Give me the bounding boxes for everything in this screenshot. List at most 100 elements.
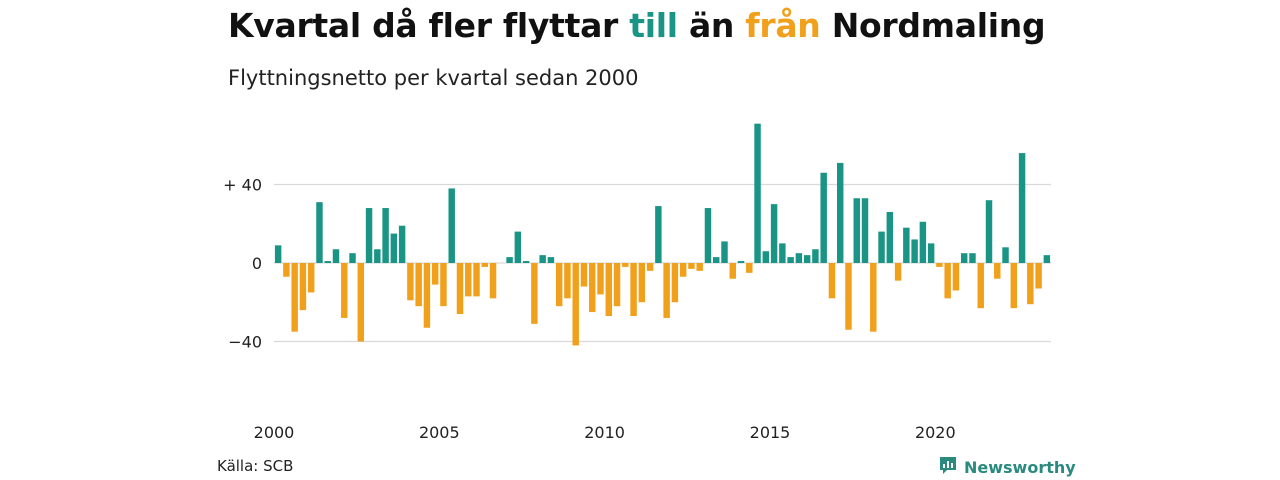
bar [770, 204, 778, 264]
bar [514, 231, 522, 263]
bar [407, 263, 414, 301]
bar [324, 261, 331, 263]
brand-name: Newsworthy [964, 457, 1076, 477]
bar [927, 243, 935, 264]
bar [911, 239, 918, 263]
bar [828, 263, 836, 299]
y-tick-label: + 40 [223, 176, 262, 195]
bar [522, 261, 530, 263]
bar [638, 263, 646, 303]
bar [803, 255, 811, 263]
bar [448, 188, 455, 264]
bar [357, 263, 365, 342]
x-tick-label: 2005 [419, 423, 460, 442]
x-tick-label: 2020 [915, 423, 956, 442]
chart-title: Kvartal då fler flyttar till än från Nor… [228, 6, 1046, 45]
bar [960, 253, 968, 263]
bar [1027, 263, 1034, 305]
bar [721, 241, 728, 263]
bar [622, 263, 629, 267]
bar [564, 263, 571, 299]
bar [555, 263, 563, 307]
bar [762, 251, 770, 263]
bar [903, 227, 910, 263]
bar [861, 198, 869, 263]
bar [1002, 247, 1009, 263]
bar [456, 263, 464, 315]
chart-subtitle: Flyttningsnetto per kvartal sedan 2000 [228, 66, 639, 90]
bar [349, 253, 356, 263]
bar [820, 172, 827, 263]
bar [688, 263, 695, 269]
x-tick-label: 2015 [750, 423, 791, 442]
bar [589, 263, 596, 313]
bar [423, 263, 431, 328]
bar [746, 263, 753, 273]
bar [836, 162, 844, 263]
bars [274, 123, 1051, 346]
bar [1018, 153, 1026, 263]
bar [630, 263, 637, 316]
x-axis-ticks: 2000 2005 2010 2015 2020 [254, 423, 956, 442]
bar [870, 263, 877, 332]
bar [473, 263, 480, 297]
bar [341, 263, 348, 318]
bar [729, 263, 736, 279]
bar [398, 225, 406, 263]
bar [679, 263, 687, 277]
bar [994, 263, 1001, 279]
title-highlight-to: till [629, 6, 678, 45]
bar [283, 263, 290, 277]
y-axis-ticks: + 40 0 −40 [223, 176, 262, 352]
title-highlight-from: från [745, 6, 821, 45]
bar [878, 231, 885, 263]
bar [663, 263, 670, 318]
bar [572, 263, 579, 346]
bar [316, 202, 323, 263]
bar [646, 263, 654, 271]
bar [1035, 263, 1042, 289]
bar [754, 123, 761, 263]
bar [291, 263, 298, 332]
bar [506, 257, 513, 263]
bar [431, 263, 439, 285]
bar [704, 208, 712, 263]
bar [332, 249, 340, 263]
brand-logo: Newsworthy [938, 455, 1076, 479]
bar [580, 263, 588, 287]
y-tick-label: 0 [252, 254, 262, 273]
bar [779, 243, 786, 264]
bar [969, 253, 976, 263]
bar [853, 198, 860, 263]
bar [465, 263, 472, 297]
bar [605, 263, 612, 316]
bar [944, 263, 951, 299]
bar [655, 206, 662, 263]
bar [489, 263, 497, 299]
bar [547, 257, 555, 263]
bar [597, 263, 604, 295]
title-part-2: än [677, 6, 746, 45]
bar [894, 263, 902, 281]
bar [415, 263, 422, 307]
bar [977, 263, 984, 309]
bar [390, 233, 398, 263]
bar [299, 263, 307, 311]
bar [440, 263, 447, 307]
title-part-1: Kvartal då fler flyttar [228, 6, 630, 45]
bar [481, 263, 489, 267]
title-part-3: Nordmaling [820, 6, 1046, 45]
gridlines [274, 183, 1051, 343]
x-tick-label: 2010 [584, 423, 625, 442]
bar [795, 253, 803, 263]
bar [531, 263, 538, 324]
bar [952, 263, 960, 291]
bar [696, 263, 703, 271]
y-tick-label: −40 [228, 333, 262, 352]
bar [365, 208, 373, 263]
newsworthy-logo-icon [938, 455, 958, 479]
bar [812, 249, 819, 263]
bar [382, 208, 389, 263]
bar [1010, 263, 1018, 309]
